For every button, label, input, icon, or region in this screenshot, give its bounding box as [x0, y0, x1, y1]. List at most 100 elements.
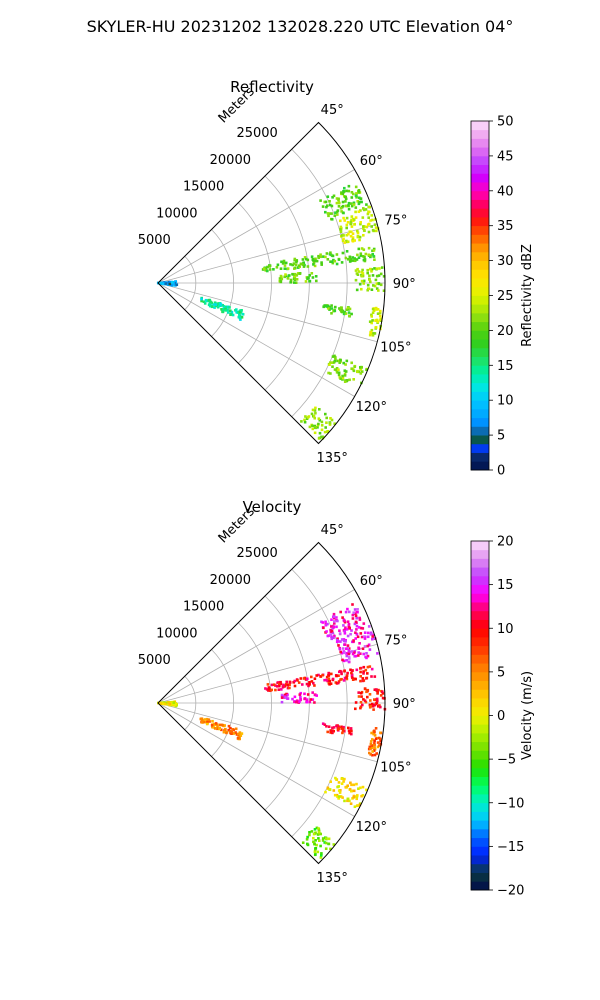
- echo-pixel: [275, 266, 279, 269]
- colorbar-segment: [471, 295, 489, 305]
- echo-pixel: [295, 260, 298, 264]
- echo-pixel: [362, 208, 366, 212]
- echo-pixel: [374, 727, 378, 730]
- echo-pixel: [377, 282, 381, 285]
- echo-pixel: [353, 259, 357, 263]
- colorbar-tick-label: 40: [497, 184, 514, 199]
- echo-pixel: [319, 199, 322, 202]
- echo-pixel: [331, 365, 334, 368]
- echo-pixel: [313, 701, 316, 704]
- echo-pixel: [331, 254, 335, 258]
- echo-pixel: [344, 197, 348, 201]
- echo-pixel: [286, 683, 289, 687]
- echo-pixel: [316, 833, 320, 836]
- echo-pixel: [329, 628, 332, 632]
- echo-pixel: [377, 274, 381, 277]
- echo-pixel: [340, 310, 344, 314]
- echo-pixel: [365, 225, 369, 229]
- radial-tick-label: 5000: [138, 653, 171, 668]
- echo-pixel: [307, 684, 310, 688]
- echo-pixel: [351, 236, 355, 239]
- echo-pixel: [216, 724, 219, 728]
- echo-pixel: [341, 192, 345, 196]
- echo-pixel: [346, 797, 350, 801]
- echo-pixel: [330, 304, 333, 307]
- echo-pixel: [348, 260, 352, 263]
- echo-pixel: [240, 316, 244, 319]
- echo-pixel: [373, 698, 376, 701]
- echo-pixel: [345, 677, 349, 681]
- echo-region: [324, 776, 368, 808]
- echo-pixel: [272, 268, 275, 271]
- colorbar-segment: [471, 216, 489, 227]
- echo-pixel: [357, 256, 361, 259]
- colorbar-segment: [471, 619, 489, 629]
- echo-pixel: [378, 704, 381, 707]
- echo-pixel: [332, 726, 336, 729]
- echo-pixel: [378, 311, 382, 315]
- colorbar-tick-label: 30: [497, 254, 514, 269]
- echo-pixel: [348, 610, 351, 614]
- radial-tick-label: 20000: [210, 153, 251, 168]
- echo-pixel: [220, 728, 223, 732]
- echo-pixel: [362, 234, 365, 237]
- echo-pixel: [365, 788, 368, 792]
- echo-pixel: [346, 634, 350, 638]
- echo-pixel: [360, 274, 364, 278]
- echo-pixel: [288, 686, 291, 690]
- echo-pixel: [336, 619, 339, 623]
- echo-pixel: [328, 200, 331, 203]
- echo-pixel: [344, 652, 348, 655]
- echo-pixel: [346, 671, 349, 675]
- echo-pixel: [222, 730, 226, 734]
- colorbar-segment: [471, 759, 489, 769]
- echo-pixel: [333, 634, 336, 638]
- echo-pixel: [351, 256, 355, 259]
- echo-pixel: [347, 184, 351, 188]
- echo-pixel: [359, 368, 362, 371]
- echo-pixel: [286, 686, 290, 690]
- echo-pixel: [340, 677, 343, 681]
- echo-pixel: [303, 692, 306, 696]
- colorbar-segment: [471, 356, 489, 366]
- echo-pixel: [345, 233, 349, 237]
- colorbar-label: Reflectivity dBZ: [520, 244, 535, 347]
- colorbar-segment: [471, 706, 489, 716]
- colorbar-segment: [471, 663, 489, 673]
- echo-pixel: [205, 722, 209, 726]
- echo-pixel: [313, 850, 317, 853]
- echo-pixel: [313, 431, 317, 435]
- echo-pixel: [329, 633, 332, 636]
- echo-pixel: [213, 301, 217, 304]
- echo-pixel: [284, 696, 288, 700]
- echo-pixel: [364, 252, 368, 256]
- echo-pixel: [375, 752, 378, 755]
- echo-pixel: [351, 603, 354, 606]
- echo-pixel: [305, 698, 309, 701]
- echo-pixel: [348, 787, 352, 791]
- echo-pixel: [265, 688, 269, 691]
- colorbar-segment: [471, 365, 489, 375]
- echo-pixel: [352, 369, 356, 373]
- echo-region: [354, 266, 386, 292]
- echo-pixel: [374, 319, 377, 322]
- echo-pixel: [345, 379, 349, 382]
- echo-pixel: [203, 718, 207, 721]
- echo-pixel: [268, 265, 271, 268]
- echo-pixel: [339, 228, 342, 231]
- echo-pixel: [238, 311, 242, 314]
- echo-pixel: [313, 409, 317, 412]
- echo-pixel: [354, 620, 358, 624]
- colorbar-segment: [471, 417, 489, 427]
- echo-pixel: [204, 720, 207, 724]
- echo-pixel: [343, 372, 347, 376]
- colorbar-segment: [471, 190, 489, 200]
- echo-pixel: [350, 783, 353, 787]
- echo-pixel: [168, 702, 172, 706]
- echo-pixel: [355, 782, 358, 786]
- echo-pixel: [303, 263, 306, 267]
- echo-pixel: [339, 219, 342, 223]
- echo-pixel: [323, 841, 326, 844]
- echo-pixel: [173, 702, 177, 706]
- colorbar-tick-label: −15: [497, 840, 524, 855]
